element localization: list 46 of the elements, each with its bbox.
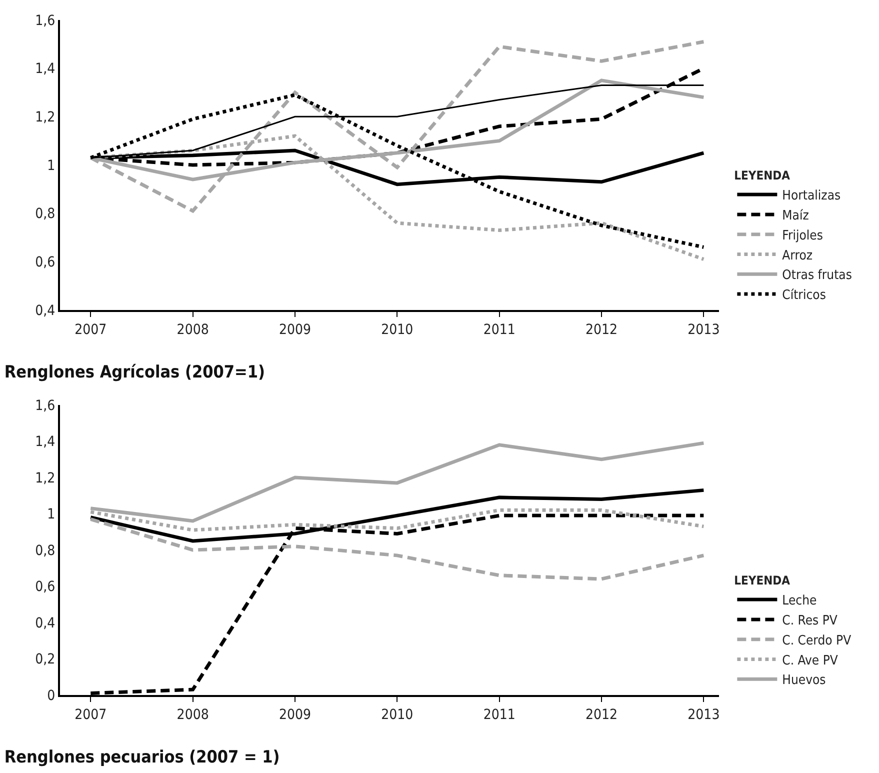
x-tick-label: 2008 xyxy=(176,322,209,338)
legend-label: Huevos xyxy=(782,673,826,688)
y-tick-label: 1,2 xyxy=(35,110,56,126)
y-tick-label: 0,8 xyxy=(35,542,56,559)
legend-title: LEYENDA xyxy=(734,574,791,588)
y-tick-label: 1 xyxy=(47,506,56,523)
legend-label: C. Ave PV xyxy=(782,653,838,668)
y-tick-label: 1,6 xyxy=(35,12,56,29)
x-tick-label: 2010 xyxy=(381,706,414,723)
legend-title: LEYENDA xyxy=(734,168,791,183)
y-tick-label: 0,6 xyxy=(35,579,56,596)
y-tick-label: 0,6 xyxy=(35,254,56,271)
x-tick-label: 2012 xyxy=(585,322,618,338)
text: Renglones Agrícolas (2007=1) xyxy=(4,362,265,382)
x-tick-label: 2009 xyxy=(278,322,312,338)
legend-label: Otras frutas xyxy=(782,268,852,284)
legend-label: Hortalizas xyxy=(782,188,841,204)
x-tick-label: 2011 xyxy=(483,322,516,338)
y-tick-label: 0 xyxy=(47,688,56,704)
x-tick-label: 2011 xyxy=(483,706,516,723)
legend-label: Arroz xyxy=(782,248,813,264)
x-tick-label: 2010 xyxy=(381,322,414,338)
legend-label: C. Res PV xyxy=(782,614,838,629)
y-tick-label: 1,6 xyxy=(35,398,56,414)
y-tick-label: 1,2 xyxy=(35,470,56,486)
x-tick-label: 2013 xyxy=(688,322,720,338)
x-tick-label: 2008 xyxy=(176,706,209,723)
legend-label: Cítricos xyxy=(782,288,826,304)
x-tick-label: 2012 xyxy=(585,706,618,723)
y-tick-label: 0,4 xyxy=(35,615,56,632)
y-tick-label: 1,4 xyxy=(35,434,56,450)
line-series xyxy=(88,517,706,581)
y-tick-label: 0,8 xyxy=(35,206,56,222)
text: Renglones pecuarios (2007 = 1) xyxy=(4,747,280,768)
x-tick-label: 2007 xyxy=(74,706,107,723)
y-tick-label: 0,2 xyxy=(35,652,56,668)
x-tick-label: 2009 xyxy=(278,706,312,723)
y-tick-label: 1,4 xyxy=(35,61,56,78)
y-tick-label: 1 xyxy=(47,158,56,174)
legend-label: Leche xyxy=(782,594,817,609)
x-tick-label: 2007 xyxy=(74,322,107,338)
legend-label: Maíz xyxy=(782,208,809,224)
x-tick-label: 2013 xyxy=(688,706,720,723)
legend-label: C. Cerdo PV xyxy=(782,633,852,648)
legend-label: Frijoles xyxy=(782,228,823,244)
y-tick-label: 0,4 xyxy=(35,302,56,319)
